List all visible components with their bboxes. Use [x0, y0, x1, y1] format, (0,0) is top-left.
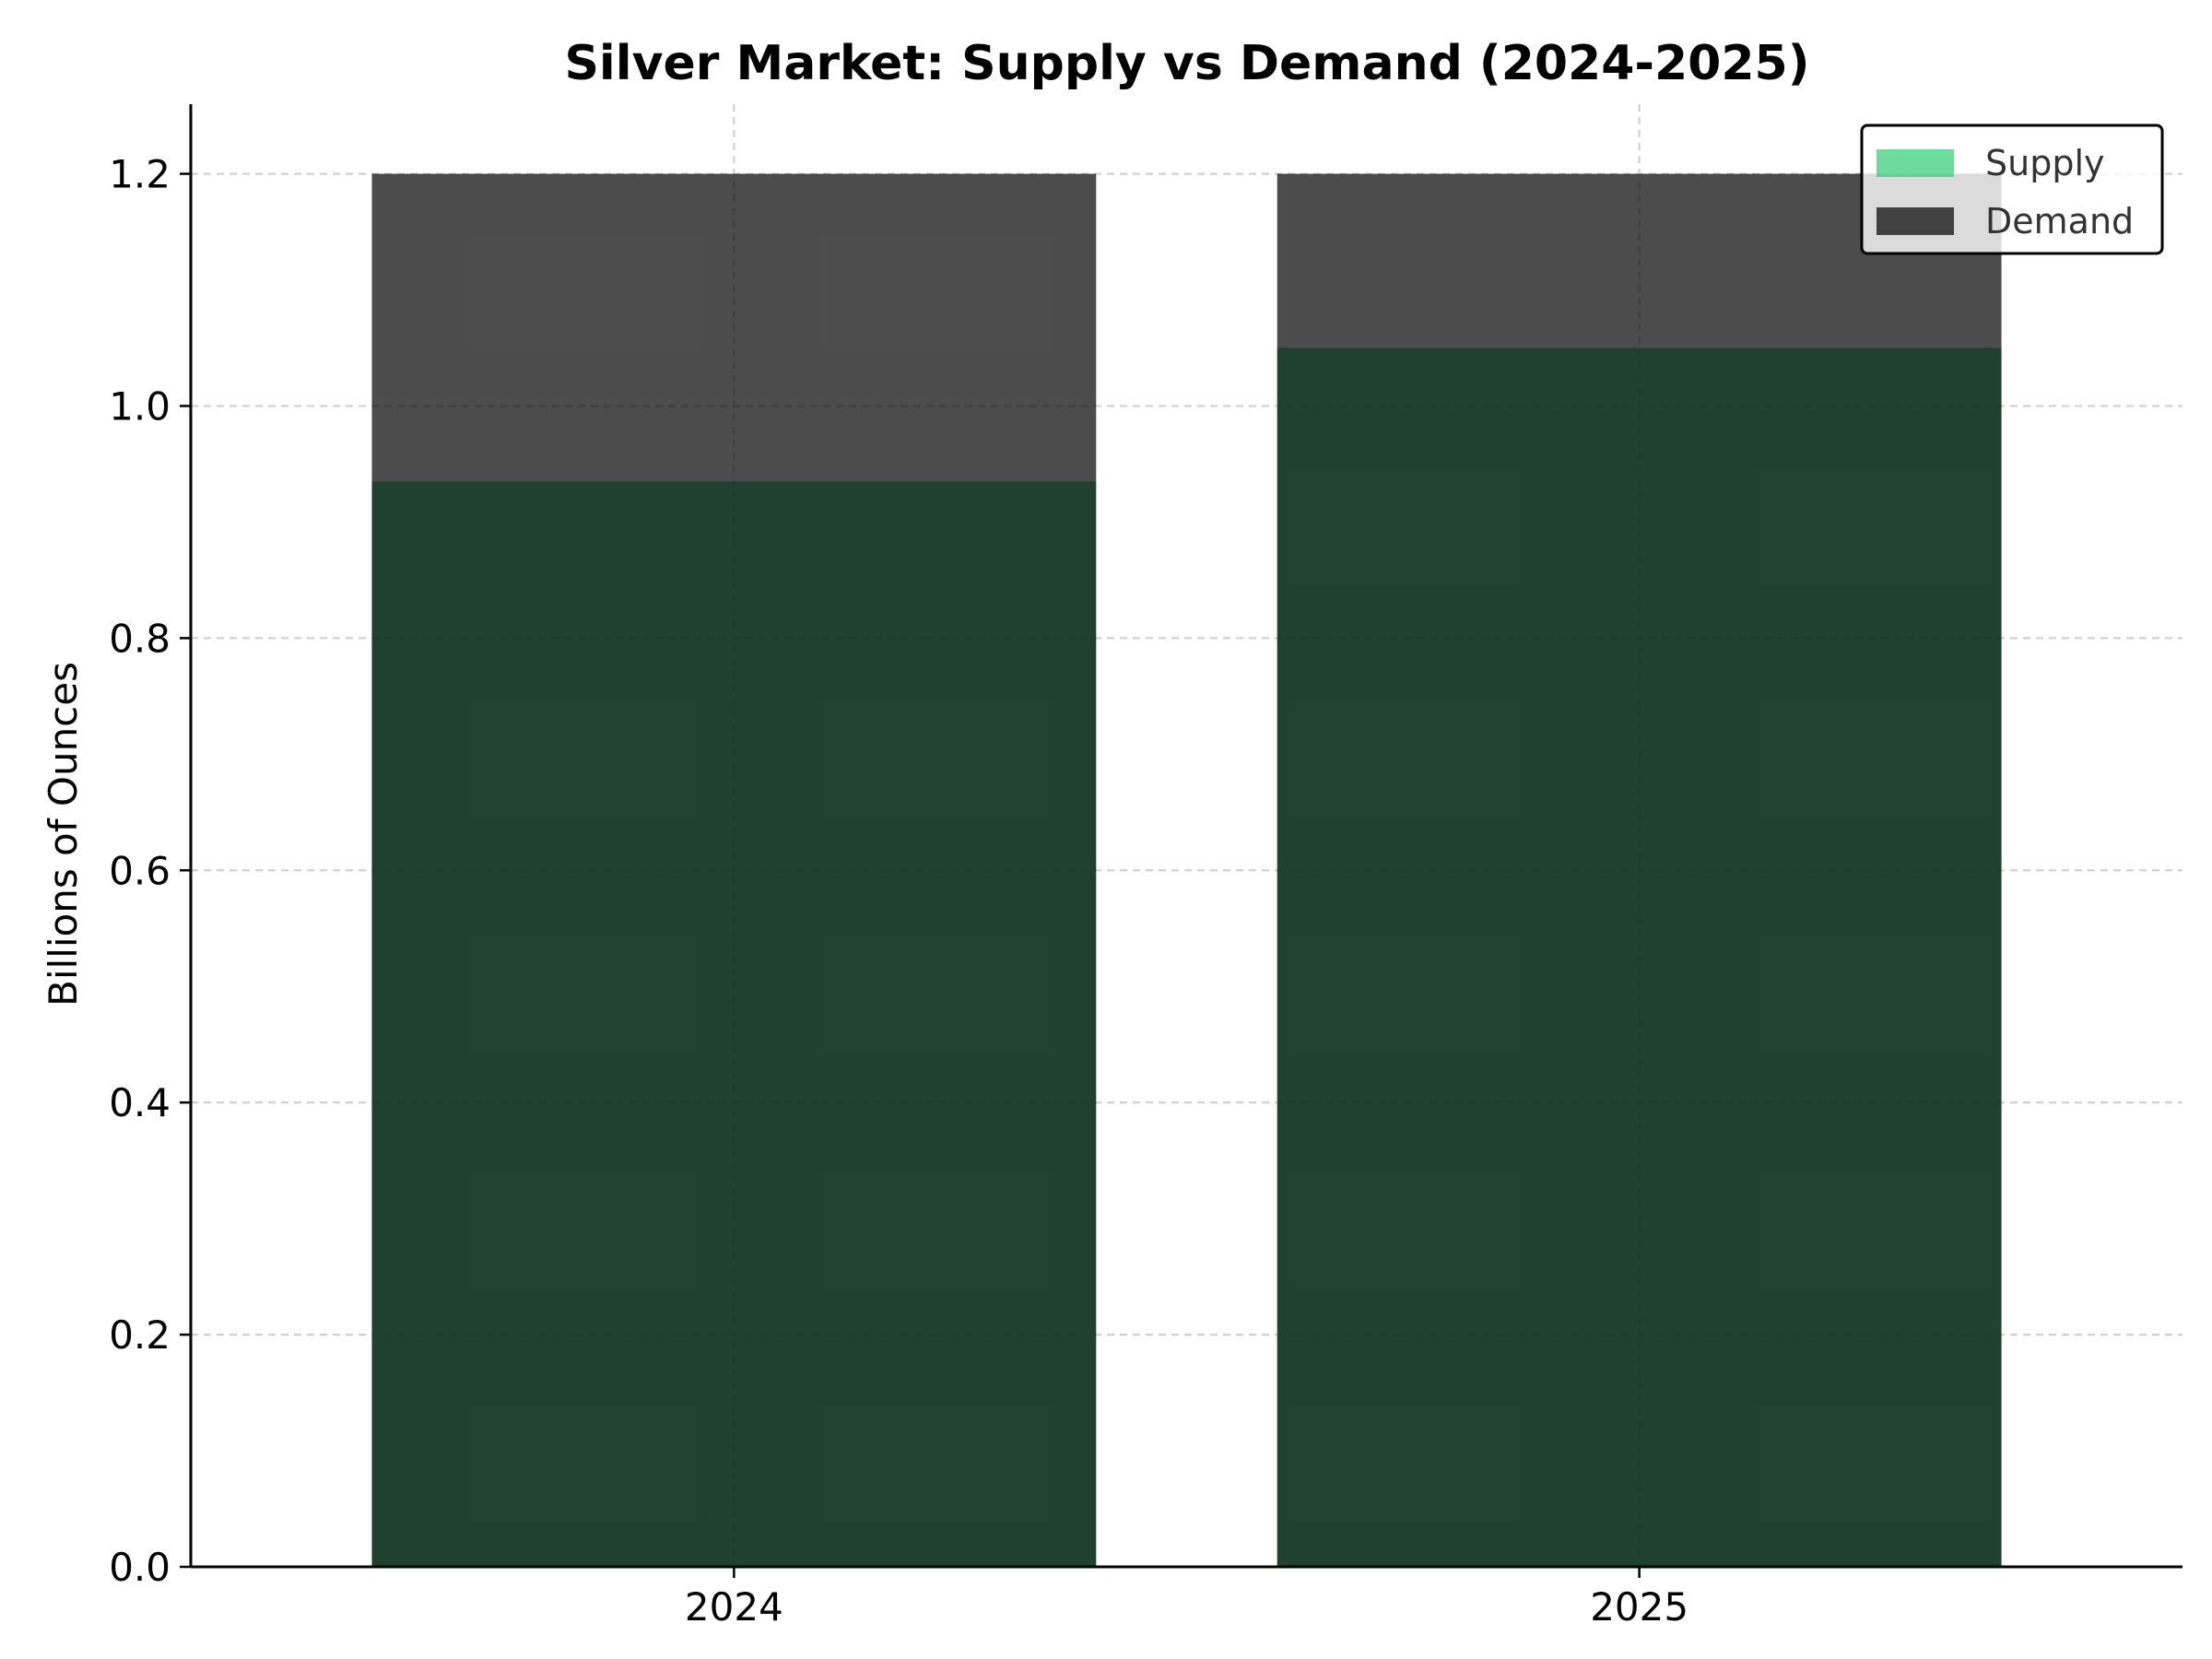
legend-swatch-supply — [1877, 149, 1954, 177]
y-tick-label: 0.6 — [109, 848, 171, 893]
x-tick-label: 2025 — [1590, 1584, 1688, 1630]
chart-title: Silver Market: Supply vs Demand (2024-20… — [564, 36, 1809, 91]
legend-label-demand: Demand — [1985, 201, 2134, 241]
y-tick-label: 1.2 — [109, 152, 171, 197]
legend-swatch-demand — [1877, 207, 1954, 235]
x-tick-label: 2024 — [685, 1584, 783, 1630]
bar-demand-2025 — [1277, 173, 2002, 1568]
y-tick-label: 0.4 — [109, 1080, 171, 1125]
y-tick-label: 0.8 — [109, 616, 171, 661]
y-tick-label: 0.2 — [109, 1312, 171, 1358]
legend: Supply Demand — [1860, 124, 2164, 255]
y-tick-label: 0.0 — [109, 1545, 171, 1590]
y-axis-label: Billions of Ounces — [41, 662, 86, 1006]
bars — [371, 173, 2002, 1568]
bar-demand-2024 — [371, 173, 1097, 1568]
axes: 0.0 0.2 0.4 0.6 0.8 1.0 1.2 2024 2025 — [109, 104, 2183, 1630]
legend-label-supply: Supply — [1985, 143, 2105, 183]
y-tick-label: 1.0 — [109, 383, 171, 429]
